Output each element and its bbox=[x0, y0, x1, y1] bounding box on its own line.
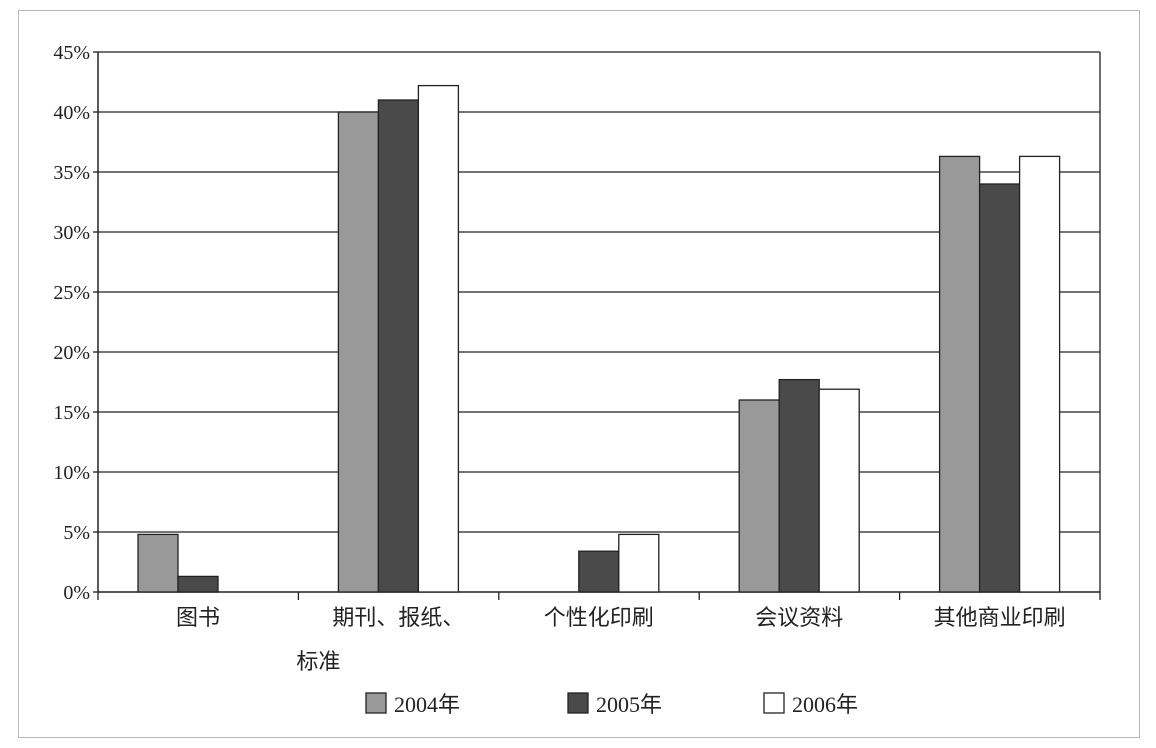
bar-2004年-其他商业印刷 bbox=[938, 155, 981, 593]
bar-2004年-会议资料 bbox=[738, 399, 780, 593]
y-tick-label: 35% bbox=[53, 162, 90, 184]
y-tick-label: 20% bbox=[53, 342, 90, 364]
legend-swatch bbox=[365, 692, 387, 714]
bar-2005年-期刊、报纸、标准 bbox=[377, 99, 420, 593]
y-tick-label: 25% bbox=[53, 282, 90, 304]
y-tick-label: 45% bbox=[53, 42, 90, 64]
category-label: 个性化印刷 bbox=[544, 605, 654, 630]
bar-2005年-会议资料 bbox=[778, 378, 820, 593]
category-label: 期刊、报纸、 bbox=[332, 605, 464, 630]
y-tick-label: 0% bbox=[63, 582, 90, 604]
bar-2005年-个性化印刷 bbox=[578, 550, 620, 593]
y-tick-label: 40% bbox=[53, 102, 90, 124]
legend-swatch bbox=[567, 692, 589, 714]
bar-2006年-期刊、报纸、标准 bbox=[417, 84, 460, 593]
bar-2005年-图书 bbox=[177, 575, 219, 593]
category-label: 标准 bbox=[296, 649, 340, 674]
legend-label: 2006年 bbox=[792, 692, 858, 717]
y-tick-label: 30% bbox=[53, 222, 90, 244]
legend-label: 2004年 bbox=[394, 692, 460, 717]
bar-2004年-期刊、报纸、标准 bbox=[337, 111, 380, 593]
y-tick-label: 15% bbox=[53, 402, 90, 424]
bar-2004年-图书 bbox=[137, 533, 179, 593]
bar-2006年-其他商业印刷 bbox=[1018, 155, 1061, 593]
y-tick-label: 5% bbox=[63, 522, 90, 544]
y-tick-label: 10% bbox=[53, 462, 90, 484]
legend-swatch bbox=[763, 692, 785, 714]
category-label: 其他商业印刷 bbox=[934, 605, 1066, 630]
bar-2005年-其他商业印刷 bbox=[978, 183, 1021, 593]
bar-2006年-会议资料 bbox=[818, 388, 860, 593]
category-label: 图书 bbox=[176, 605, 220, 630]
legend-label: 2005年 bbox=[596, 692, 662, 717]
category-label: 会议资料 bbox=[755, 605, 843, 630]
bar-2006年-个性化印刷 bbox=[618, 533, 660, 593]
